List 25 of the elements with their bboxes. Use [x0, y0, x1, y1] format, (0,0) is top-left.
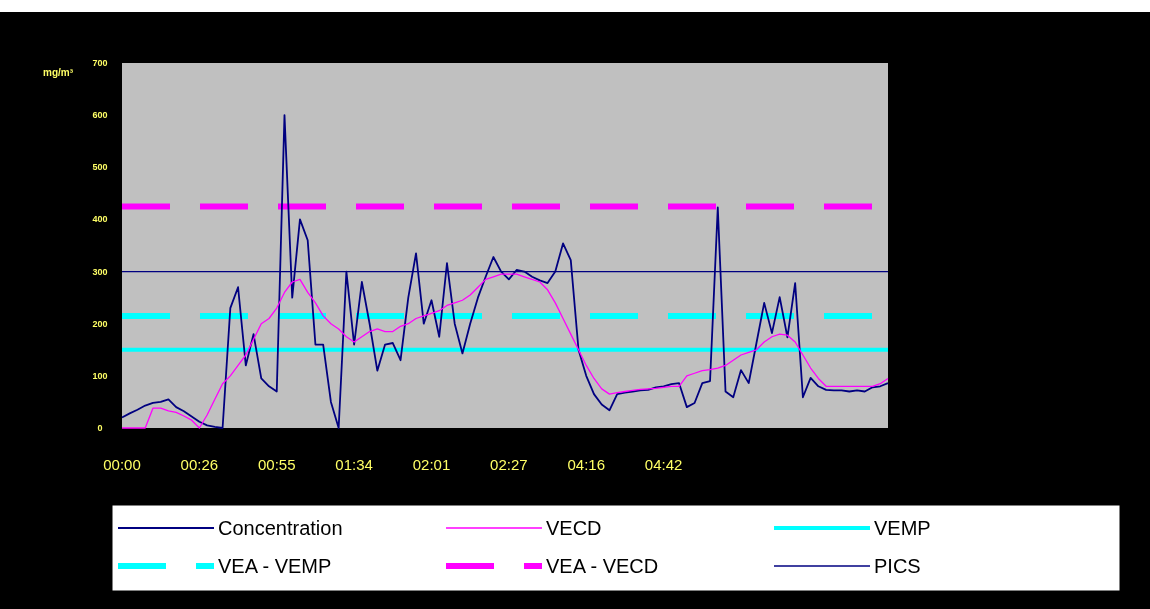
- legend-label: VEA - VECD: [546, 555, 659, 577]
- legend-label: VECD: [546, 517, 602, 539]
- y-tick-label: 300: [92, 266, 108, 277]
- y-tick-label: 700: [92, 58, 108, 68]
- y-tick-label: 400: [92, 214, 108, 225]
- y-axis-title: mg/m³: [43, 67, 74, 78]
- legend-label: VEA - VEMP: [218, 555, 332, 577]
- legend-label: VEMP: [874, 517, 931, 539]
- y-tick-label: 500: [92, 162, 108, 173]
- x-tick-label: 04:16: [567, 456, 606, 473]
- x-tick-label: 01:34: [335, 456, 373, 473]
- x-tick-label: 00:00: [103, 456, 141, 473]
- x-tick-label: 02:01: [412, 456, 451, 473]
- legend-label: Concentration: [218, 517, 343, 539]
- y-tick-label: 200: [92, 318, 108, 329]
- y-tick-label: 100: [92, 370, 108, 381]
- line-series: [121, 273, 889, 429]
- y-tick-label: 600: [92, 110, 108, 121]
- x-tick-label: 04:42: [644, 456, 683, 473]
- line-series: [121, 114, 889, 429]
- legend-label: PICS: [874, 555, 921, 577]
- x-tick-label: 00:55: [257, 456, 296, 473]
- x-tick-label: 00:26: [180, 456, 219, 473]
- y-tick-label: 0: [97, 423, 103, 433]
- x-tick-label: 02:27: [490, 456, 528, 473]
